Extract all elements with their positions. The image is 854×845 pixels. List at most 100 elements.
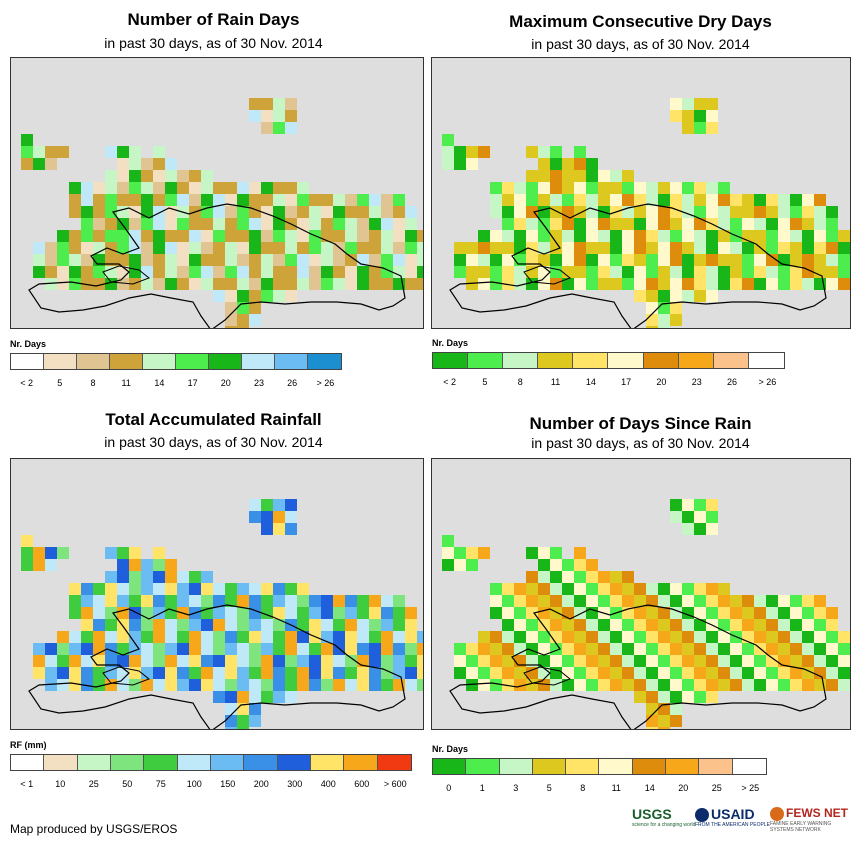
grid-cell xyxy=(550,278,562,290)
grid-cell xyxy=(454,667,466,679)
grid-cell xyxy=(778,278,790,290)
grid-cell xyxy=(478,655,490,667)
grid-cell xyxy=(778,667,790,679)
legend-label: 5 xyxy=(57,378,63,388)
grid-cell xyxy=(526,571,538,583)
grid-cell xyxy=(417,655,423,667)
grid-cell xyxy=(69,242,81,254)
grid-cell xyxy=(285,523,297,535)
grid-cell xyxy=(297,266,309,278)
grid-cell xyxy=(105,667,117,679)
grid-cell xyxy=(261,218,273,230)
grid-cell xyxy=(490,631,502,643)
panel-subtitle: in past 30 days, as of 30 Nov. 2014 xyxy=(104,35,323,51)
grid-cell xyxy=(706,511,718,523)
grid-cell xyxy=(658,679,670,691)
grid-cell xyxy=(562,254,574,266)
grid-cell xyxy=(706,595,718,607)
grid-cell xyxy=(490,679,502,691)
grid-cell xyxy=(550,607,562,619)
legend-title: Nr. Days xyxy=(432,338,469,348)
grid-cell xyxy=(598,679,610,691)
grid-cell xyxy=(742,218,754,230)
grid-cell xyxy=(45,278,57,290)
grid-cell xyxy=(574,607,586,619)
grid-cell xyxy=(658,218,670,230)
grid-cell xyxy=(105,607,117,619)
grid-cell xyxy=(369,607,381,619)
grid-cell xyxy=(694,254,706,266)
grid-cell xyxy=(357,218,369,230)
grid-cell xyxy=(237,326,249,328)
grid-cell xyxy=(141,559,153,571)
grid-cell xyxy=(646,691,658,703)
legend-label: 5 xyxy=(546,783,552,793)
grid-cell xyxy=(778,194,790,206)
grid-cell xyxy=(249,182,261,194)
grid-cell xyxy=(802,206,814,218)
grid-cell xyxy=(165,559,177,571)
grid-cell xyxy=(598,643,610,655)
grid-cell xyxy=(574,182,586,194)
grid-cell xyxy=(357,679,369,691)
grid-cell xyxy=(766,619,778,631)
grid-cell xyxy=(814,230,826,242)
grid-cell xyxy=(826,631,838,643)
fews-net-tagline: FAMINE EARLY WARNING SYSTEMS NETWORK xyxy=(770,820,832,833)
grid-cell xyxy=(694,583,706,595)
grid-cell xyxy=(69,254,81,266)
grid-cell xyxy=(802,607,814,619)
grid-cell xyxy=(237,290,249,302)
grid-cell xyxy=(826,218,838,230)
grid-cell xyxy=(117,242,129,254)
grid-cell xyxy=(117,595,129,607)
grid-cell xyxy=(237,655,249,667)
grid-cell xyxy=(393,230,405,242)
grid-cell xyxy=(129,571,141,583)
grid-cell xyxy=(706,679,718,691)
grid-cell xyxy=(213,242,225,254)
grid-cell xyxy=(766,607,778,619)
grid-cell xyxy=(814,631,826,643)
grid-cell xyxy=(81,218,93,230)
grid-cell xyxy=(273,266,285,278)
grid-cell xyxy=(321,607,333,619)
grid-cell xyxy=(658,691,670,703)
grid-cell xyxy=(610,242,622,254)
grid-cell xyxy=(105,170,117,182)
grid-cell xyxy=(682,98,694,110)
grid-cell xyxy=(598,254,610,266)
grid-cell xyxy=(694,290,706,302)
legend-swatch xyxy=(377,755,411,770)
grid-cell xyxy=(405,619,417,631)
grid-cell xyxy=(586,607,598,619)
grid-cell xyxy=(682,266,694,278)
grid-cell xyxy=(189,230,201,242)
grid-cell xyxy=(574,266,586,278)
grid-cell xyxy=(742,242,754,254)
grid-cell xyxy=(742,595,754,607)
grid-cell xyxy=(21,535,33,547)
grid-cell xyxy=(610,583,622,595)
legend-label: 8 xyxy=(90,378,96,388)
grid-cell xyxy=(285,290,297,302)
grid-cell xyxy=(165,583,177,595)
grid-cell xyxy=(261,182,273,194)
grid-cell xyxy=(357,619,369,631)
grid-cell xyxy=(225,182,237,194)
grid-cell xyxy=(706,194,718,206)
grid-cell xyxy=(69,583,81,595)
grid-cell xyxy=(682,511,694,523)
grid-cell xyxy=(670,230,682,242)
grid-cell xyxy=(598,230,610,242)
grid-cell xyxy=(177,170,189,182)
grid-cell xyxy=(357,667,369,679)
grid-cell xyxy=(369,242,381,254)
grid-cells xyxy=(442,98,850,328)
grid-cell xyxy=(586,218,598,230)
map-rainfall xyxy=(10,458,424,730)
grid-cell xyxy=(321,194,333,206)
grid-cell xyxy=(454,266,466,278)
grid-cell xyxy=(45,242,57,254)
grid-cell xyxy=(153,182,165,194)
